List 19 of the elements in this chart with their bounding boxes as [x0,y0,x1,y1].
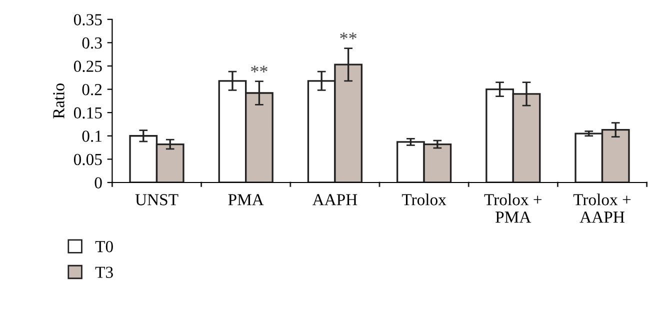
y-tick-label: 0.3 [82,37,102,49]
x-tick-label: PMA [228,194,264,206]
y-tick-label: 0.2 [82,84,102,96]
y-tick-label: 0.05 [74,154,102,166]
y-axis-title: Ratio [53,84,64,119]
y-tick-label: 0.25 [74,60,102,72]
y-tick-label: 0.35 [74,14,102,26]
x-tick-label: Trolox + PMA [484,194,542,223]
x-tick-label: UNST [135,194,178,206]
legend-label: T0 [95,240,113,252]
annotation: ** [251,66,268,72]
y-tick-label: 0.15 [74,107,102,119]
x-tick-label: Trolox [402,194,446,206]
legend-label: T3 [95,266,113,278]
y-tick-label: 0.1 [82,130,102,142]
y-tick-label: 0 [94,177,102,188]
x-tick-label: AAPH [312,194,358,206]
x-tick-label: Trolox + AAPH [573,194,631,223]
annotation: ** [340,32,356,40]
